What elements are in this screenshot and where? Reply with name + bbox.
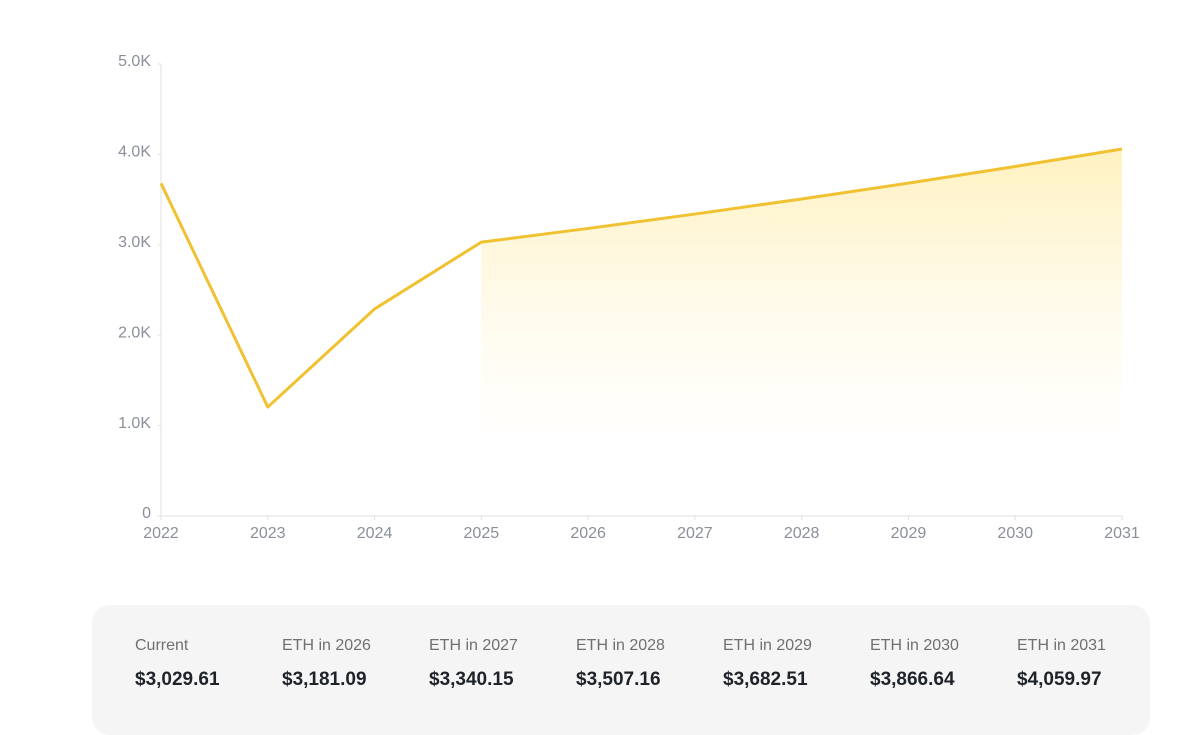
x-tick-label: 2029 — [891, 525, 927, 542]
x-tick-label: 2030 — [997, 525, 1033, 542]
x-tick-label: 2031 — [1104, 525, 1140, 542]
summary-value: $3,029.61 — [135, 669, 220, 690]
summary-item: ETH in 2026 $3,181.09 — [282, 637, 422, 691]
summary-label: ETH in 2027 — [429, 637, 518, 654]
y-tick-label: 2.0K — [118, 324, 151, 341]
summary-card: Current $3,029.61 ETH in 2026 $3,181.09 ETH … — [92, 605, 1150, 735]
summary-item: ETH in 2031 $4,059.97 — [1017, 637, 1157, 691]
x-tick-label: 2022 — [143, 525, 179, 542]
x-tick-label: 2024 — [357, 525, 393, 542]
summary-label: ETH in 2031 — [1017, 637, 1106, 654]
price-line — [159, 147, 1123, 409]
summary-value: $3,340.15 — [429, 669, 514, 690]
summary-value: $3,682.51 — [723, 669, 808, 690]
x-tick-label: 2026 — [570, 525, 606, 542]
y-tick-label: 5.0K — [118, 53, 151, 70]
x-tick-label: 2027 — [677, 525, 713, 542]
y-tick-label: 4.0K — [118, 144, 151, 161]
summary-value: $3,866.64 — [870, 669, 955, 690]
x-tick-label: 2025 — [464, 525, 500, 542]
forecast-area — [481, 148, 1122, 432]
x-tick-label: 2023 — [250, 525, 286, 542]
y-tick-label: 3.0K — [118, 234, 151, 251]
summary-label: Current — [135, 637, 189, 654]
y-tick-label: 1.0K — [118, 415, 151, 432]
summary-value: $3,181.09 — [282, 669, 367, 690]
summary-item: ETH in 2030 $3,866.64 — [870, 637, 1010, 691]
summary-item: Current $3,029.61 — [135, 637, 275, 691]
summary-value: $3,507.16 — [576, 669, 661, 690]
x-tick-label: 2028 — [784, 525, 820, 542]
summary-label: ETH in 2028 — [576, 637, 665, 654]
summary-value: $4,059.97 — [1017, 669, 1102, 690]
summary-item: ETH in 2028 $3,507.16 — [576, 637, 716, 691]
summary-label: ETH in 2029 — [723, 637, 812, 654]
summary-item: ETH in 2027 $3,340.15 — [429, 637, 569, 691]
summary-item: ETH in 2029 $3,682.51 — [723, 637, 863, 691]
chart: 0 1.0K 2.0K 3.0K 4.0K 5.0K 2022 2023 2024 2025 202… — [118, 53, 1140, 542]
summary-label: ETH in 2026 — [282, 637, 371, 654]
y-tick-label: 0 — [142, 505, 151, 522]
summary-label: ETH in 2030 — [870, 637, 959, 654]
